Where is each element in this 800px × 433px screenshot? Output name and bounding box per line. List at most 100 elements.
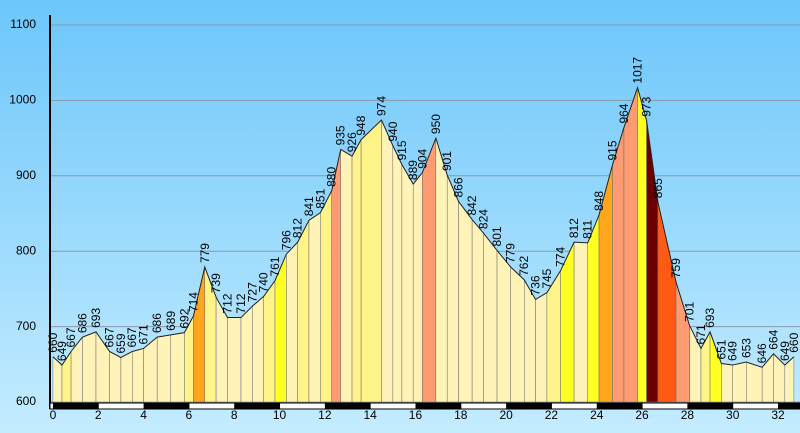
- profile-segment: [286, 241, 298, 403]
- x-axis-stripe: [687, 403, 733, 409]
- profile-segment: [156, 334, 172, 403]
- profile-segment: [623, 87, 638, 403]
- profile-segment: [240, 305, 253, 403]
- elevation-label: 948: [354, 115, 368, 135]
- elevation-label: 745: [540, 268, 554, 288]
- x-tick-label: 18: [454, 408, 468, 422]
- x-tick-label: 32: [771, 408, 785, 422]
- elevation-label: 774: [553, 246, 567, 266]
- profile-segment: [297, 220, 310, 403]
- elevation-label: 659: [114, 333, 128, 353]
- elevation-label: 801: [490, 226, 504, 246]
- y-tick-label: 800: [16, 243, 36, 257]
- elevation-label: 671: [137, 324, 151, 344]
- elevation-label: 974: [374, 96, 388, 116]
- x-tick-label: 8: [231, 408, 238, 422]
- y-tick-label: 1000: [9, 93, 36, 107]
- elevation-label: 1017: [631, 57, 645, 84]
- elevation-label: 904: [415, 148, 429, 168]
- x-axis-stripe: [415, 403, 461, 409]
- x-tick-label: 6: [186, 408, 193, 422]
- profile-segment: [573, 241, 588, 403]
- x-axis-stripe: [234, 403, 280, 409]
- elevation-label: 935: [334, 125, 348, 145]
- profile-segment: [587, 214, 600, 403]
- elevation-label: 824: [476, 209, 490, 229]
- elevation-label: 973: [640, 96, 654, 116]
- elevation-label: 740: [257, 272, 271, 292]
- profile-segment: [360, 119, 382, 403]
- elevation-label: 901: [440, 151, 454, 171]
- profile-segment: [732, 361, 747, 403]
- elevation-label: 646: [755, 343, 769, 363]
- elevation-label: 779: [504, 243, 518, 263]
- elevation-label: 880: [325, 167, 339, 187]
- elevation-label: 686: [150, 313, 164, 333]
- elevation-label: 664: [766, 329, 780, 349]
- elevation-label: 660: [787, 332, 800, 352]
- profile-segment: [435, 138, 448, 403]
- elevation-label: 761: [268, 256, 282, 276]
- elevation-label: 692: [177, 308, 191, 328]
- x-axis-stripe: [506, 403, 552, 409]
- elevation-label: 851: [313, 188, 327, 208]
- x-axis-stripe: [52, 403, 99, 409]
- profile-segment: [401, 163, 414, 403]
- profile-segment: [308, 212, 321, 403]
- elevation-label: 712: [234, 293, 248, 313]
- elevation-label: 950: [429, 114, 443, 134]
- x-tick-label: 14: [363, 408, 377, 422]
- elevation-label: 762: [517, 256, 531, 276]
- elevation-label: 686: [75, 313, 89, 333]
- profile-segment: [637, 87, 647, 403]
- profile-segment: [458, 200, 473, 403]
- profile-segment: [446, 174, 459, 403]
- elevation-label: 701: [683, 301, 697, 321]
- elevation-label: 759: [669, 258, 683, 278]
- x-tick-label: 10: [273, 408, 287, 422]
- elevation-label: 649: [726, 341, 740, 361]
- elevation-label: 653: [739, 338, 753, 358]
- profile-segment: [120, 351, 133, 403]
- profile-segment: [392, 145, 403, 403]
- profile-segment: [170, 332, 185, 403]
- profile-segment: [351, 139, 362, 403]
- elevation-label: 667: [103, 327, 117, 347]
- y-tick-label: 900: [16, 168, 36, 182]
- profile-segment: [721, 363, 733, 403]
- x-axis-stripe: [324, 403, 371, 409]
- elevation-label: 667: [64, 327, 78, 347]
- elevation-label: 649: [55, 341, 69, 361]
- elevation-label: 964: [617, 103, 631, 123]
- x-tick-label: 22: [545, 408, 559, 422]
- profile-segment: [252, 295, 264, 403]
- elevation-label: 926: [345, 132, 359, 152]
- elevation-label: 812: [291, 218, 305, 238]
- profile-segment: [422, 138, 437, 403]
- profile-segment: [746, 361, 763, 403]
- elevation-label: 842: [465, 195, 479, 215]
- x-tick-label: 16: [409, 408, 423, 422]
- elevation-label: 667: [125, 327, 139, 347]
- elevation-label: 727: [245, 282, 259, 302]
- x-axis-stripe: [778, 403, 800, 409]
- elevation-label: 712: [220, 293, 234, 313]
- elevation-label: 889: [406, 160, 420, 180]
- elevation-label: 651: [714, 339, 728, 359]
- profile-line: [52, 85, 795, 368]
- elevation-label: 693: [89, 308, 103, 328]
- x-axis-stripe: [143, 403, 189, 409]
- y-tick-label: 700: [16, 319, 36, 333]
- profile-segment: [471, 218, 484, 403]
- x-tick-label: 0: [50, 408, 57, 422]
- profile-segment: [82, 331, 97, 403]
- x-tick-label: 24: [590, 408, 604, 422]
- elevation-label: 866: [452, 177, 466, 197]
- profile-segment: [523, 278, 536, 403]
- profile-segment: [483, 232, 498, 403]
- profile-segment: [546, 269, 561, 403]
- elevation-label: 915: [395, 140, 409, 160]
- elevation-label: 739: [209, 273, 223, 293]
